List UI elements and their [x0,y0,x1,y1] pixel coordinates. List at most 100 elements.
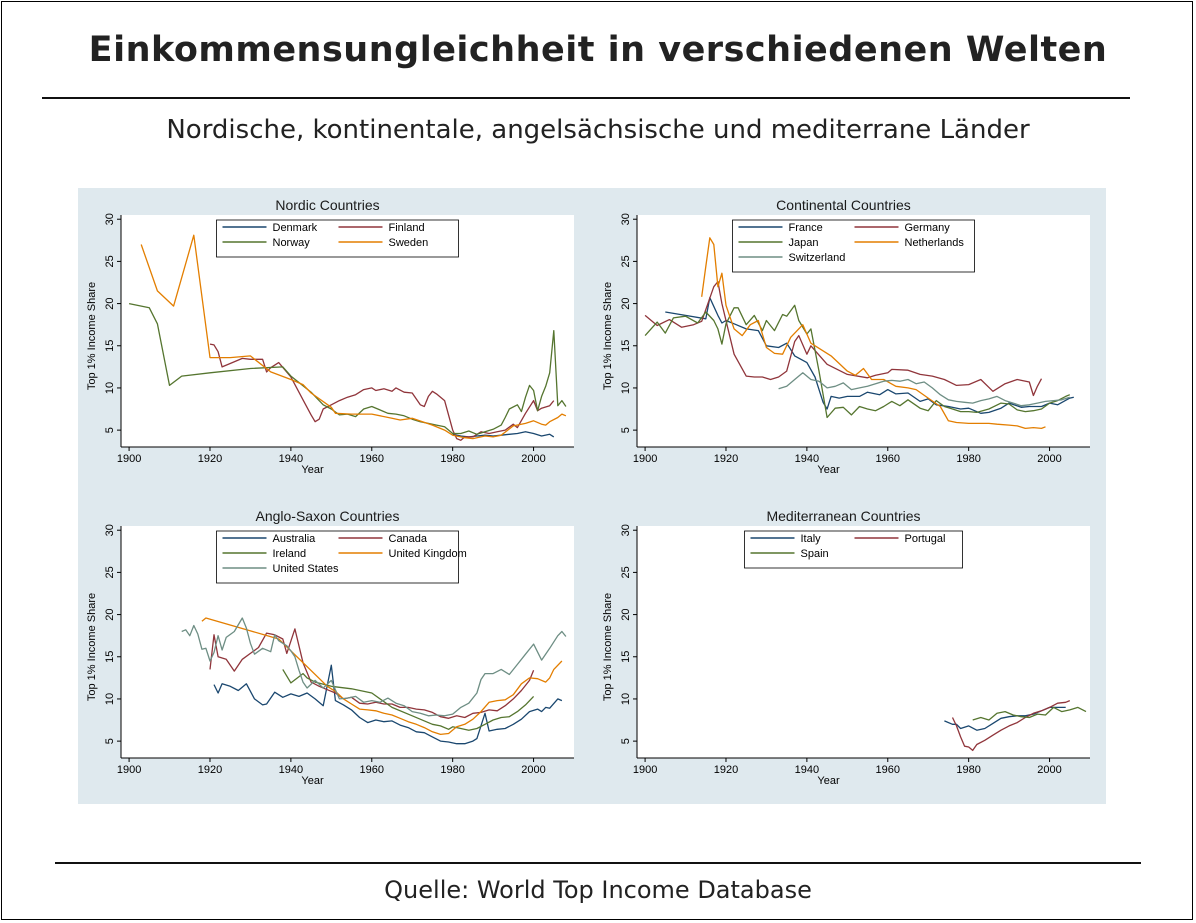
y-tick-label: 15 [104,340,116,352]
x-axis-label: Year [301,464,324,476]
y-tick-label: 10 [104,693,116,705]
title-divider [42,97,1130,99]
legend: Italy Portugal Spain [744,530,963,569]
chart-figure: Nordic Countries 5 10 15 20 25 30 1900 1920 1940 1… [78,188,1106,804]
legend-item-switzerland: Switzerland [738,252,846,264]
y-tick-label: 20 [620,297,632,309]
x-tick-label: 1900 [633,764,657,776]
y-tick-label: 25 [620,566,632,578]
x-tick-label: 1960 [876,764,900,776]
y-tick-label: 5 [620,738,632,744]
legend-label: France [789,222,823,234]
panel-nordic-countries: Nordic Countries 5 10 15 20 25 30 1900 1920 1940 1… [86,197,574,476]
series-line-germany [644,280,1043,397]
series-line-norway [128,302,567,435]
y-tick-label: 10 [620,382,632,394]
legend-item-australia: Australia [222,533,317,545]
panel-title: Continental Countries [776,197,911,213]
legend-item-italy: Italy [750,533,821,545]
x-tick-label: 1940 [795,453,819,465]
legend-item-spain: Spain [750,548,829,560]
series-line-sweden [140,234,567,440]
y-tick-label: 15 [620,340,632,352]
legend-label: Portugal [905,533,946,545]
legend-label: Switzerland [789,252,846,264]
panel-anglo-saxon-countries: Anglo-Saxon Countries 5 10 15 20 25 30 1900 1920… [86,508,574,787]
x-tick-label: 1920 [714,453,738,465]
y-tick-label: 5 [620,427,632,433]
x-tick-label: 1960 [360,764,384,776]
y-tick-label: 25 [104,566,116,578]
legend-box [732,219,975,273]
x-axis-label: Year [301,775,324,787]
x-tick-label: 1940 [279,453,303,465]
legend-item-japan: Japan [738,237,819,249]
legend-label: Spain [801,548,829,560]
y-tick-label: 10 [104,382,116,394]
x-tick-label: 2000 [1037,764,1061,776]
legend-label: Canada [389,533,428,545]
legend-label: Norway [273,237,311,249]
series-line-spain [972,706,1087,721]
series-line-australia [213,664,563,745]
legend-item-denmark: Denmark [222,222,318,234]
x-tick-label: 1920 [714,764,738,776]
panel-mediterranean-countries: Mediterranean Countries 5 10 15 20 25 30 1900 19… [602,508,1090,787]
series-line-portugal [951,699,1071,752]
panel-title: Nordic Countries [275,197,379,213]
legend-label: Netherlands [905,237,965,249]
y-tick-label: 20 [620,608,632,620]
x-axis-label: Year [817,464,840,476]
legend-item-sweden: Sweden [338,237,428,249]
legend-label: Denmark [273,222,318,234]
x-tick-label: 1900 [633,453,657,465]
source-note: Quelle: World Top Income Database [384,876,812,904]
legend: France Germany Japan Netherlands Switzerland [732,219,975,273]
legend-label: United States [273,563,340,575]
y-tick-label: 5 [104,738,116,744]
legend-item-portugal: Portugal [854,533,946,545]
legend-label: Ireland [273,548,307,560]
legend-label: Australia [273,533,317,545]
series-line-united-kingdom [201,617,563,736]
legend-item-canada: Canada [338,533,428,545]
legend-label: Finland [389,222,425,234]
x-tick-label: 1920 [198,453,222,465]
y-tick-label: 30 [620,213,632,225]
x-tick-label: 1940 [279,764,303,776]
y-tick-label: 25 [620,255,632,267]
panel-continental-countries: Continental Countries 5 10 15 20 25 30 1900 1920… [602,197,1090,476]
legend-item-germany: Germany [854,222,951,234]
y-tick-label: 30 [104,213,116,225]
legend-box [744,530,963,569]
y-axis-label: Top 1% Income Share [86,282,98,390]
legend-item-france: France [738,222,823,234]
x-tick-label: 1900 [117,453,141,465]
legend-item-finland: Finland [338,222,425,234]
page-subtitle: Nordische, kontinentale, angelsächsische… [166,115,1030,145]
legend-label: Japan [789,237,819,249]
y-axis-label: Top 1% Income Share [602,593,614,701]
x-tick-label: 1980 [956,764,980,776]
panel-title: Anglo-Saxon Countries [256,508,400,524]
series-line-netherlands [701,237,1046,430]
panel-title: Mediterranean Countries [766,508,920,524]
x-tick-label: 2000 [521,453,545,465]
y-tick-label: 20 [104,608,116,620]
y-axis-label: Top 1% Income Share [86,593,98,701]
x-tick-label: 1980 [956,453,980,465]
legend-item-ireland: Ireland [222,548,307,560]
series-line-switzerland [778,372,1070,407]
y-tick-label: 30 [620,524,632,536]
x-tick-label: 1940 [795,764,819,776]
footer-divider [55,862,1141,864]
y-tick-label: 15 [620,651,632,663]
x-tick-label: 1920 [198,764,222,776]
y-tick-label: 30 [104,524,116,536]
y-tick-label: 20 [104,297,116,309]
y-tick-label: 10 [620,693,632,705]
x-tick-label: 1900 [117,764,141,776]
legend-label: Germany [905,222,951,234]
legend-box [216,530,459,584]
y-tick-label: 15 [104,651,116,663]
